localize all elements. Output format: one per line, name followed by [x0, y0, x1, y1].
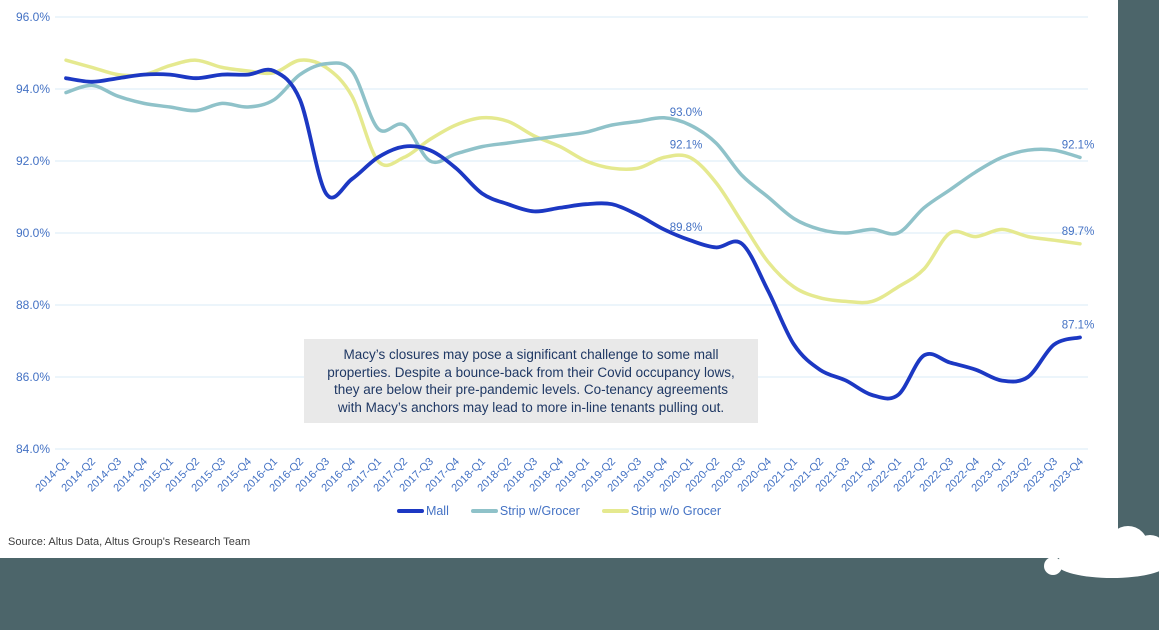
y-axis-tick-label: 92.0%: [16, 154, 50, 168]
legend-swatch: [470, 509, 498, 513]
source-note: Source: Altus Data, Altus Group's Resear…: [8, 536, 251, 548]
legend-label: Mall: [425, 504, 449, 518]
y-axis-tick-label: 88.0%: [16, 298, 50, 312]
series-line-strip-w-o-grocer: [64, 58, 1082, 305]
legend-item-strip-w-o-grocer: Strip w/o Grocer: [601, 504, 722, 518]
occupancy-line-chart: 96.0%94.0%92.0%90.0%88.0%86.0%84.0%2014-…: [16, 10, 1095, 494]
legend-item-mall: Mall: [396, 504, 449, 518]
y-axis-tick-label: 96.0%: [16, 10, 50, 24]
y-axis-tick-label: 94.0%: [16, 82, 50, 96]
annotation-box: Macy’s closures may pose a significant c…: [304, 339, 758, 423]
series-line-mall: [64, 67, 1082, 401]
data-point-label: 92.1%: [1062, 139, 1095, 151]
legend-label: Strip w/o Grocer: [630, 504, 722, 518]
legend-label: Strip w/Grocer: [499, 504, 580, 518]
data-point-label: 89.7%: [1062, 226, 1095, 238]
chart-card: 96.0% 94.0% 92.0% 90.0% 88.0% 86.0% 84.0% 2014-…: [0, 0, 1118, 558]
data-point-label: 92.1%: [670, 139, 703, 151]
data-point-label: 89.8%: [670, 222, 703, 234]
annotation-text: Macy’s closures may pose a significant c…: [327, 347, 735, 415]
series-line-strip-w-grocer: [64, 61, 1082, 236]
y-axis-tick-label: 84.0%: [16, 442, 50, 456]
chart-legend: Mall Strip w/Grocer Strip w/o Grocer: [0, 504, 1118, 518]
y-axis-tick-label: 86.0%: [16, 370, 50, 384]
data-point-label: 87.1%: [1062, 319, 1095, 331]
legend-swatch: [601, 509, 629, 513]
legend-swatch: [396, 509, 424, 513]
legend-item-strip-w-grocer: Strip w/Grocer: [470, 504, 580, 518]
data-point-label: 93.0%: [670, 107, 703, 119]
y-axis-tick-label: 90.0%: [16, 226, 50, 240]
